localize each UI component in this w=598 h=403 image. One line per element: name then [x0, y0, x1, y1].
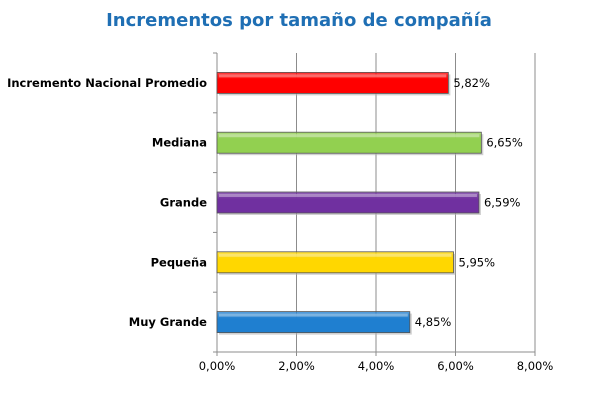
bar: [216, 72, 449, 94]
bar-highlight: [219, 313, 408, 317]
bar-highlight: [219, 74, 447, 78]
category-label: Mediana: [152, 136, 207, 150]
category-label: Grande: [160, 196, 207, 210]
data-label: 5,82%: [453, 76, 490, 90]
bar: [216, 131, 482, 154]
bar: [216, 311, 411, 334]
category-label: Pequeña: [151, 255, 207, 269]
data-label: 6,59%: [484, 196, 521, 210]
category-label: Muy Grande: [129, 315, 207, 329]
category-label: Incremento Nacional Promedio: [7, 76, 207, 90]
bar-highlight: [219, 134, 480, 138]
data-label: 4,85%: [415, 315, 452, 329]
bar-highlight: [219, 194, 477, 197]
bar: [216, 191, 480, 214]
bar-highlight: [219, 253, 452, 257]
x-tick-label: 4,00%: [358, 359, 395, 373]
chart-title: Incrementos por tamaño de compañía: [106, 10, 492, 31]
bar: [216, 251, 454, 274]
x-tick-label: 6,00%: [437, 359, 474, 373]
x-tick-label: 8,00%: [517, 359, 554, 373]
x-tick-label: 0,00%: [199, 359, 236, 373]
x-tick-label: 2,00%: [278, 359, 315, 373]
data-label: 6,65%: [486, 136, 523, 150]
data-label: 5,95%: [459, 255, 496, 269]
